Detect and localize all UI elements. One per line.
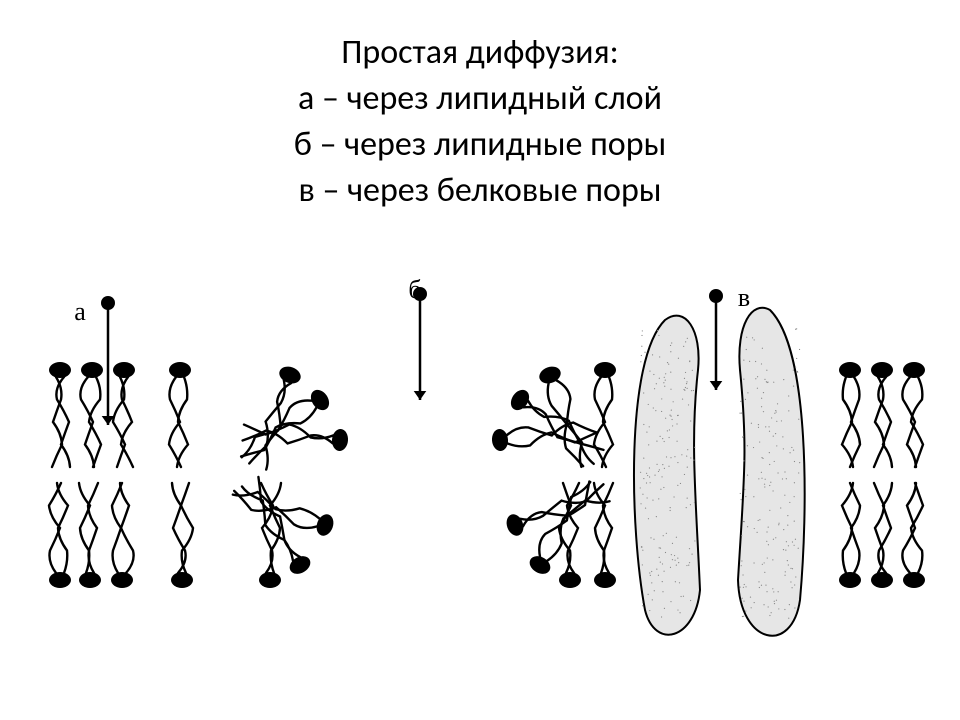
svg-text:в: в — [738, 283, 750, 312]
title-line-1: а – через липидный слой — [0, 76, 960, 122]
title-line-3: в – через белковые поры — [0, 168, 960, 214]
title-block: Простая диффузия: а – через липидный сло… — [0, 30, 960, 214]
title-line-2: б – через липидные поры — [0, 122, 960, 168]
title-line-0: Простая диффузия: — [0, 30, 960, 76]
membrane-diagram: абв — [0, 250, 960, 720]
svg-text:а: а — [74, 297, 86, 326]
